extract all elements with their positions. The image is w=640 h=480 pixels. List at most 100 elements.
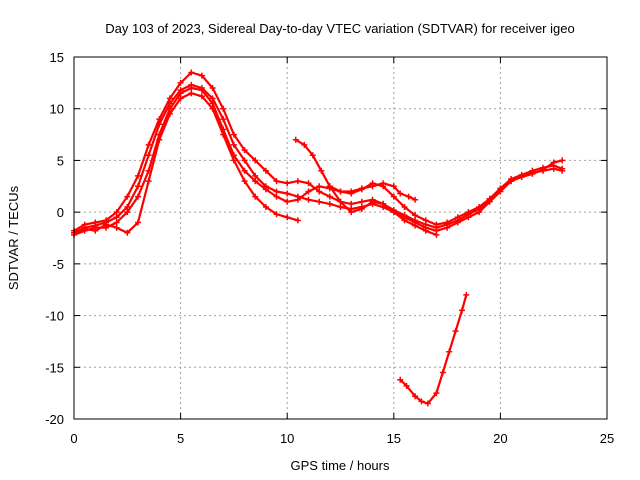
data-point bbox=[220, 131, 227, 138]
x-axis-label: GPS time / hours bbox=[291, 458, 390, 473]
data-point bbox=[559, 157, 566, 164]
data-point bbox=[518, 174, 525, 180]
data-point bbox=[177, 95, 184, 102]
x-tick-label: 5 bbox=[177, 431, 184, 446]
data-point bbox=[92, 227, 99, 234]
data-point bbox=[301, 141, 308, 148]
data-point bbox=[241, 178, 248, 185]
data-point bbox=[444, 221, 451, 228]
data-point bbox=[209, 85, 216, 91]
data-point bbox=[166, 110, 173, 117]
data-point bbox=[124, 193, 131, 200]
plot-frame bbox=[73, 56, 608, 420]
data-point bbox=[198, 72, 205, 79]
data-point bbox=[412, 196, 419, 203]
data-point bbox=[337, 198, 344, 205]
y-tick-label: 15 bbox=[50, 50, 64, 65]
data-point bbox=[316, 188, 323, 195]
data-point bbox=[262, 167, 269, 174]
data-point bbox=[390, 209, 397, 216]
data-point bbox=[337, 188, 344, 195]
data-point bbox=[220, 116, 227, 123]
data-point bbox=[252, 157, 259, 164]
data-point bbox=[209, 95, 216, 102]
data-point bbox=[294, 196, 301, 203]
data-point bbox=[418, 398, 425, 405]
data-point bbox=[358, 206, 365, 212]
data-point bbox=[348, 209, 355, 216]
data-point bbox=[401, 217, 408, 224]
data-point bbox=[273, 211, 280, 218]
data-point bbox=[459, 307, 465, 314]
data-point bbox=[529, 170, 536, 177]
data-point bbox=[433, 224, 440, 231]
data-point bbox=[446, 348, 453, 355]
data-point bbox=[177, 90, 184, 97]
data-point bbox=[424, 400, 431, 407]
data-point bbox=[241, 157, 248, 164]
data-point bbox=[230, 141, 237, 148]
data-point bbox=[252, 193, 259, 200]
data-point bbox=[241, 167, 248, 174]
data-point bbox=[284, 180, 291, 187]
data-point bbox=[262, 204, 269, 210]
data-point bbox=[252, 172, 259, 179]
data-point bbox=[103, 221, 109, 228]
data-point bbox=[454, 217, 461, 224]
data-point bbox=[284, 198, 291, 205]
data-point bbox=[403, 382, 410, 389]
data-point bbox=[326, 200, 333, 207]
data-point bbox=[284, 190, 291, 197]
series-line-track-d bbox=[72, 92, 299, 234]
y-tick-label: -15 bbox=[45, 360, 64, 375]
data-point bbox=[273, 193, 280, 200]
data-point bbox=[380, 200, 387, 207]
data-point bbox=[550, 159, 557, 166]
data-point bbox=[326, 193, 333, 200]
data-point bbox=[230, 131, 237, 138]
data-point bbox=[294, 178, 301, 185]
data-point bbox=[497, 186, 504, 193]
data-point bbox=[422, 221, 429, 228]
data-point bbox=[124, 204, 131, 210]
data-point bbox=[348, 200, 355, 207]
data-point bbox=[316, 198, 323, 205]
data-point bbox=[463, 291, 470, 298]
data-point bbox=[156, 136, 163, 143]
tick-layer: 0 5 10 15 20 25 -20 -15 -10 -5 0 5 10 15 bbox=[45, 50, 614, 446]
y-tick-label: 0 bbox=[57, 205, 64, 220]
data-point bbox=[294, 217, 301, 224]
data-point bbox=[209, 105, 216, 112]
data-point bbox=[177, 79, 184, 86]
data-point bbox=[433, 390, 440, 397]
data-point bbox=[113, 219, 120, 226]
x-tick-label: 10 bbox=[280, 431, 294, 446]
x-tick-label: 15 bbox=[387, 431, 401, 446]
data-point bbox=[156, 116, 163, 123]
data-point bbox=[401, 204, 408, 210]
data-point bbox=[135, 219, 141, 226]
y-tick-label: -20 bbox=[45, 412, 64, 427]
data-point bbox=[198, 87, 205, 94]
x-tick-label: 0 bbox=[70, 431, 77, 446]
data-point bbox=[124, 209, 131, 216]
y-axis-label: SDTVAR / TECUs bbox=[6, 185, 21, 290]
data-point bbox=[326, 183, 333, 190]
data-point bbox=[188, 69, 195, 76]
data-point bbox=[92, 219, 99, 226]
data-point bbox=[273, 188, 280, 195]
data-point bbox=[273, 178, 280, 185]
data-point bbox=[252, 178, 259, 185]
data-point bbox=[135, 193, 141, 200]
data-point bbox=[433, 231, 440, 238]
x-tick-label: 20 bbox=[493, 431, 507, 446]
data-point bbox=[262, 186, 269, 193]
data-point bbox=[452, 328, 459, 335]
x-tick-label: 25 bbox=[600, 431, 614, 446]
data-point bbox=[113, 224, 120, 231]
data-point bbox=[486, 196, 493, 203]
data-point bbox=[292, 136, 299, 143]
y-tick-label: -10 bbox=[45, 309, 64, 324]
data-point bbox=[476, 206, 483, 212]
